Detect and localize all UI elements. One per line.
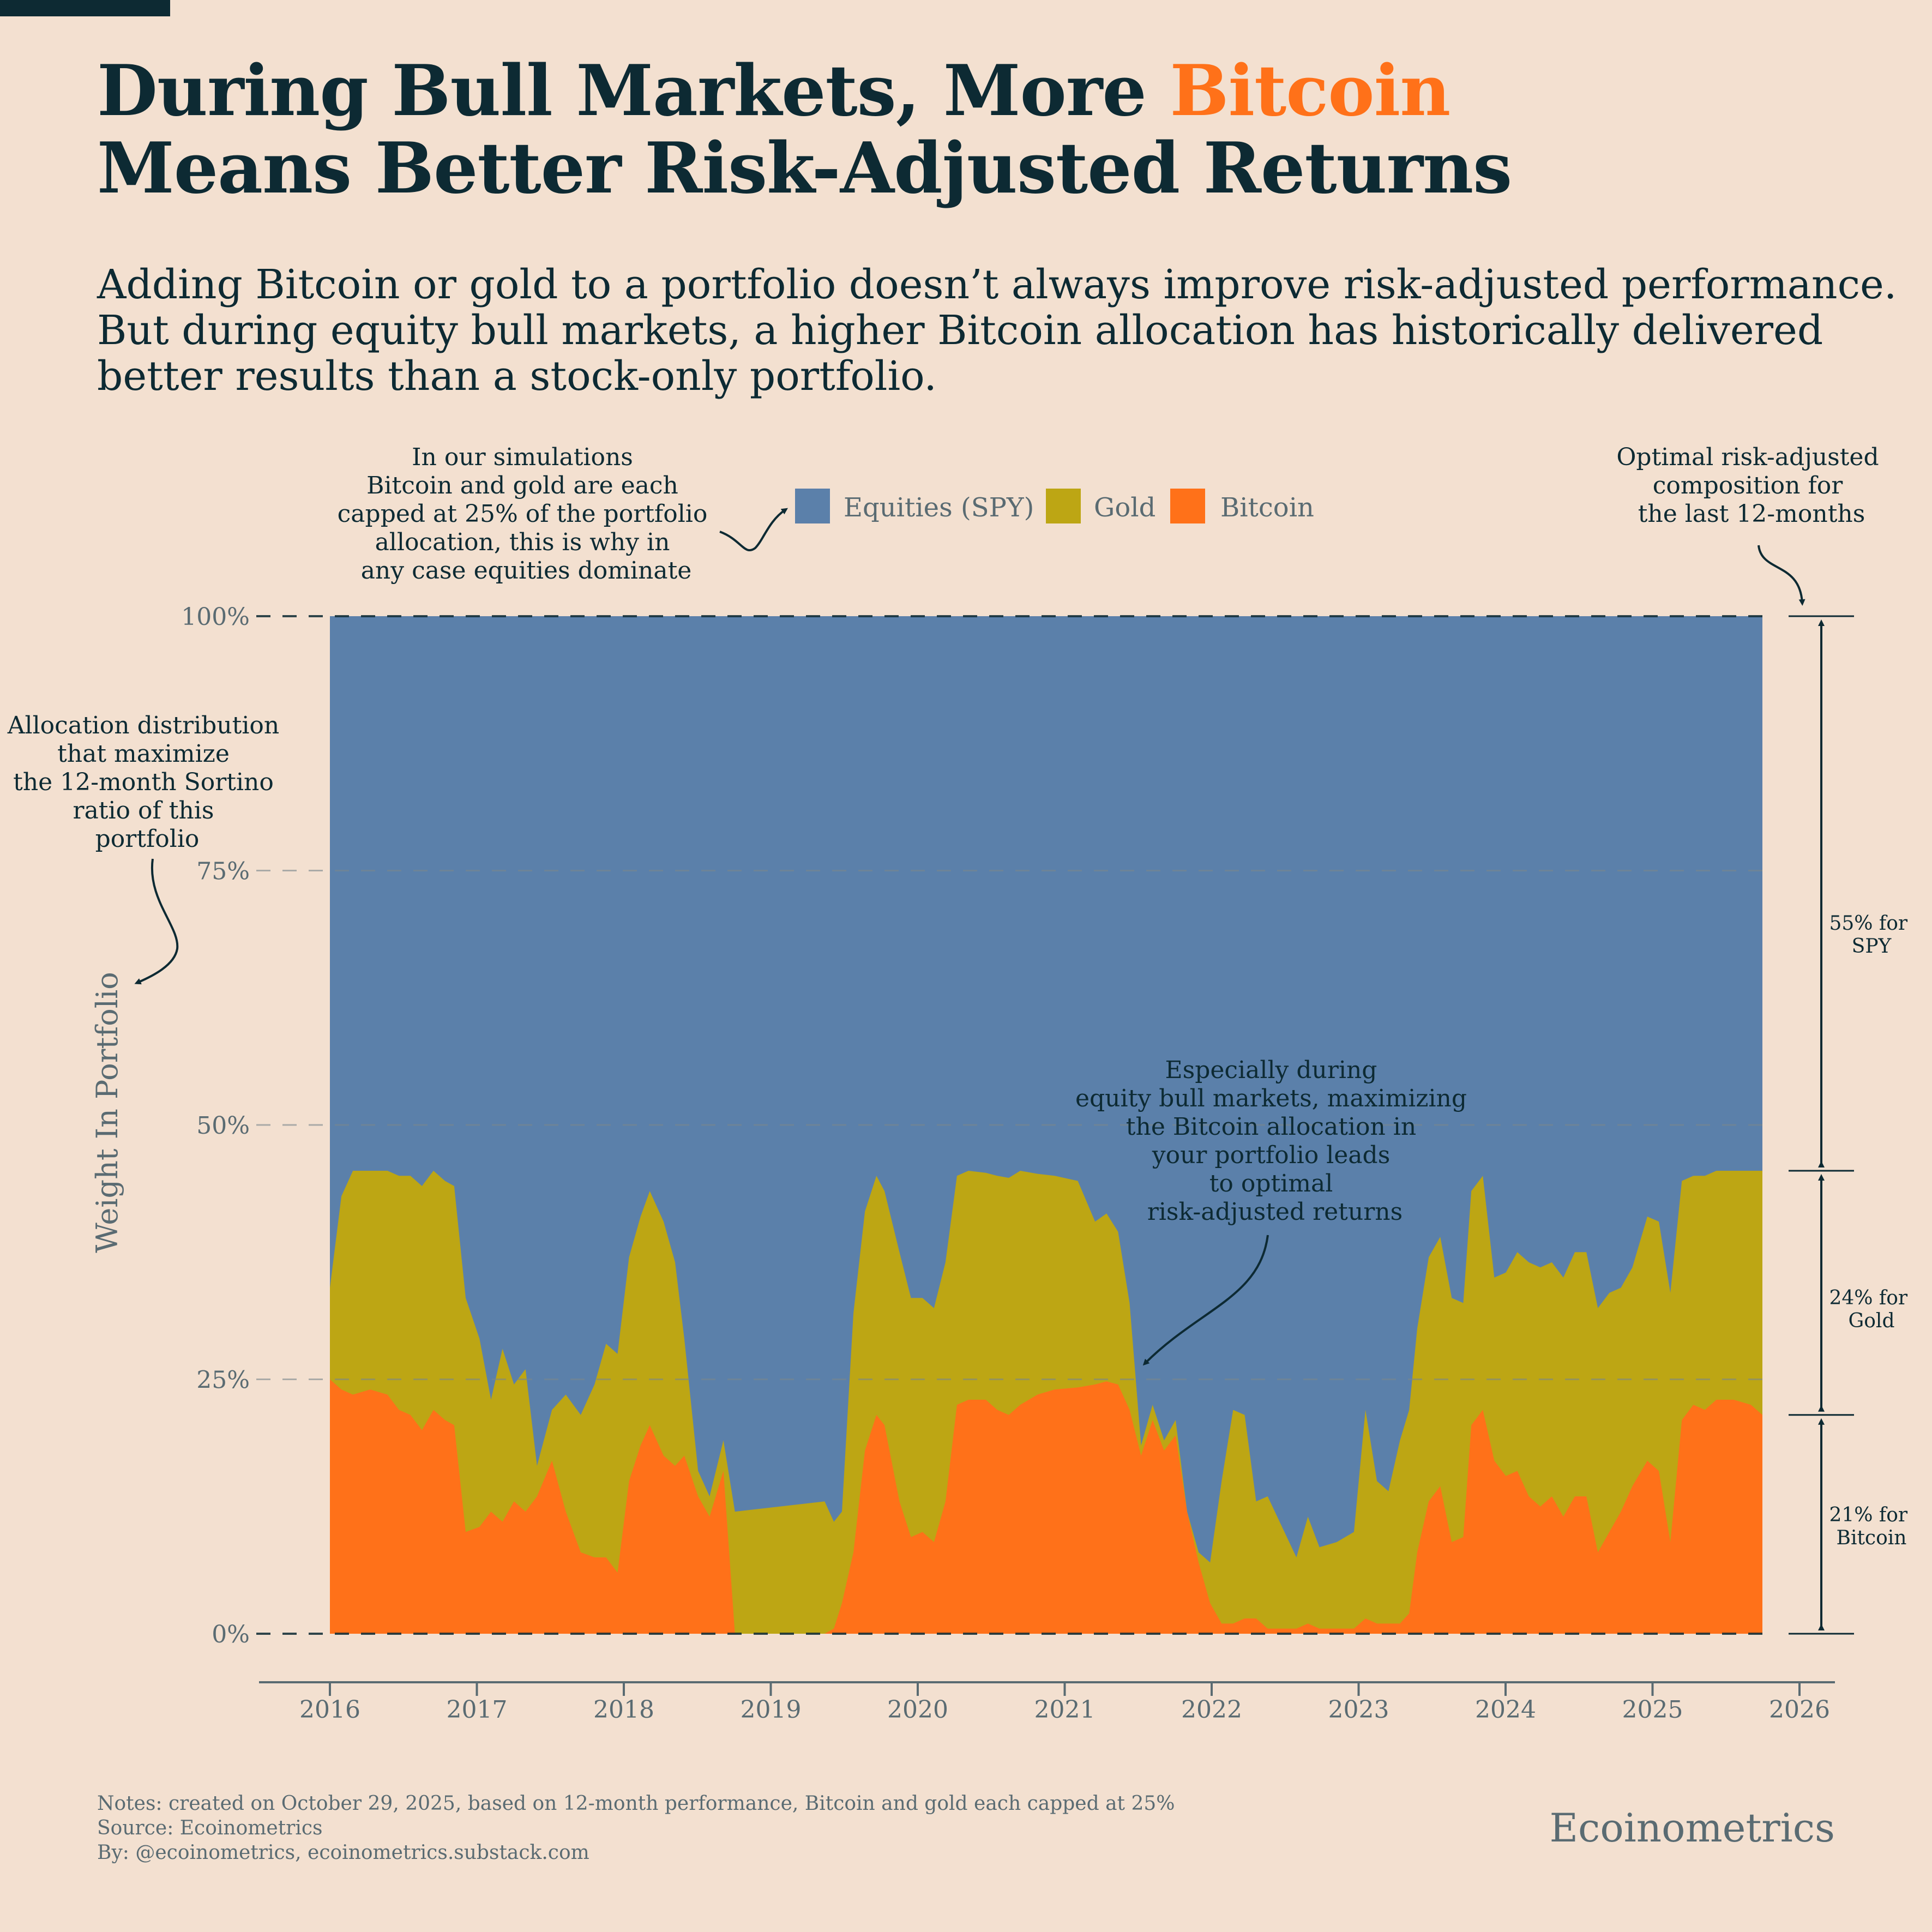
legend-label-gold: Gold (1094, 492, 1155, 523)
title-line2: Means Better Risk-Adjusted Returns (97, 128, 1512, 209)
x-tick-label: 2022 (1181, 1696, 1242, 1724)
bracket-label-spy: 55% for SPY (1829, 912, 1913, 958)
optimal-note-arrow (1758, 545, 1805, 606)
y-tick-label: 75% (196, 858, 250, 886)
x-tick-label: 2025 (1622, 1696, 1683, 1724)
y-tick-label: 0% (212, 1621, 250, 1648)
chart-subtitle: Adding Bitcoin or gold to a portfolio do… (97, 261, 1897, 400)
y-axis-label: Weight In Portfolio (90, 972, 124, 1253)
legend-label-bitcoin: Bitcoin (1220, 492, 1314, 523)
y-tick-label: 25% (196, 1367, 250, 1394)
x-tick-label: 2019 (741, 1696, 802, 1724)
sortino-note-arrow (134, 858, 179, 985)
y-gridlines: 0% 25% 50% 75% 100% (181, 603, 1772, 1648)
bracket-label-gold: 24% for Gold (1829, 1287, 1913, 1332)
title-line1-prefix: During Bull Markets, More (97, 50, 1170, 132)
y-tick-label: 50% (196, 1112, 250, 1140)
top-accent-bar (0, 0, 170, 16)
footer-by-line: By: @ecoinometrics, ecoinometrics.substa… (97, 1841, 589, 1864)
bitcoin-area (330, 1379, 1762, 1634)
x-tick-label: 2016 (299, 1696, 360, 1724)
bull-note-arrow (1142, 1235, 1269, 1366)
footer-notes-line: Notes: created on October 29, 2025, base… (97, 1792, 1175, 1815)
sortino-note: Allocation distribution that maximize th… (7, 712, 287, 853)
bracket-labels: 55% for SPY 24% for Gold 21% for Bitcoin (1829, 912, 1913, 1549)
x-tick-label: 2021 (1034, 1696, 1096, 1724)
x-tick-label: 2026 (1769, 1696, 1830, 1724)
x-tick-label: 2018 (593, 1696, 654, 1724)
y-tick-label: 100% (181, 603, 250, 631)
x-axis: 2016 2017 2018 2019 2020 2021 2022 2023 2024 2025… (259, 1681, 1835, 1724)
footer-notes: Notes: created on October 29, 2025, base… (97, 1791, 1175, 1865)
footer-source-line: Source: Ecoinometrics (97, 1817, 323, 1839)
legend: Equities (SPY) Gold Bitcoin (795, 489, 1314, 523)
x-tick-label: 2023 (1328, 1696, 1389, 1724)
cap-note-arrow (719, 508, 788, 552)
x-tick-label: 2024 (1475, 1696, 1536, 1724)
legend-swatch-equities (795, 489, 830, 523)
cap-note: In our simulations Bitcoin and gold are … (338, 443, 715, 585)
chart-title: During Bull Markets, More Bitcoin Means … (97, 52, 1842, 207)
brand-logo-text: Ecoinometrics (1549, 1805, 1835, 1851)
x-tick-label: 2020 (887, 1696, 948, 1724)
legend-label-equities: Equities (SPY) (844, 492, 1034, 523)
composition-brackets (1789, 615, 1854, 1635)
bull-note: Especially during equity bull markets, m… (1075, 1056, 1474, 1226)
legend-swatch-bitcoin (1170, 489, 1205, 523)
optimal-note: Optimal risk-adjusted composition for th… (1616, 443, 1886, 528)
title-accent-word: Bitcoin (1170, 50, 1450, 132)
bracket-label-bitcoin: 21% for Bitcoin (1829, 1504, 1913, 1549)
legend-swatch-gold (1046, 489, 1081, 523)
x-tick-label: 2017 (447, 1696, 508, 1724)
